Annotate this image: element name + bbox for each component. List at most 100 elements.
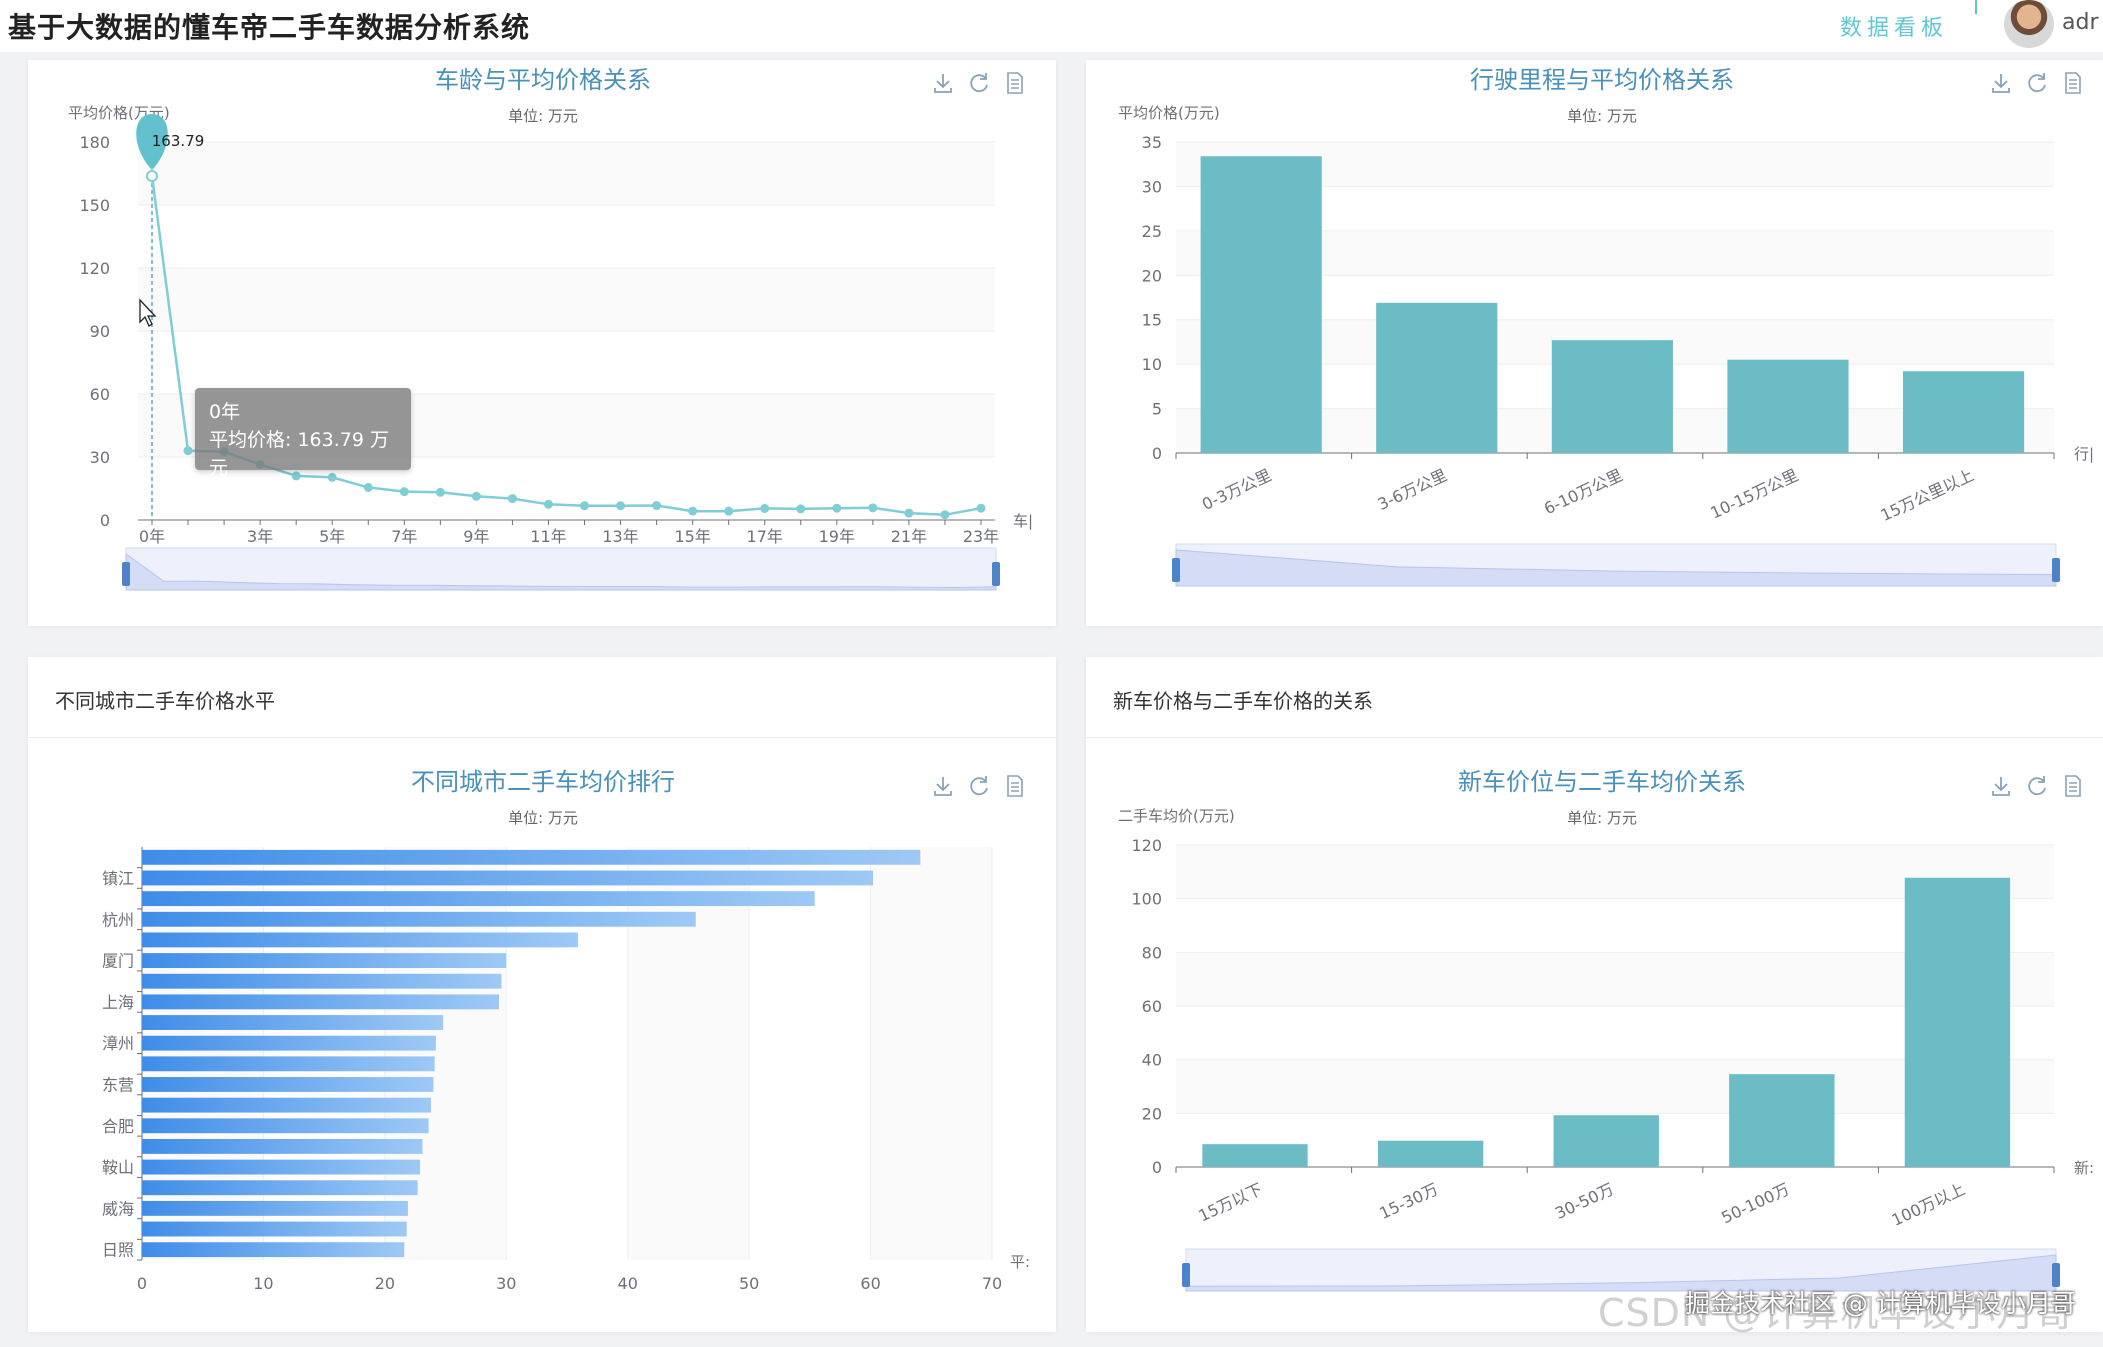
data-point[interactable] [724, 506, 734, 516]
bar[interactable] [142, 1180, 418, 1196]
panel-header: 不同城市二手车价格水平 [28, 657, 1056, 738]
data-point[interactable] [327, 472, 337, 482]
bar[interactable] [142, 1056, 435, 1072]
datazoom-handle-right[interactable] [992, 562, 1000, 586]
datazoom-preview [1185, 1254, 2057, 1292]
bar[interactable] [142, 1077, 434, 1092]
chart-title: 不同城市二手车均价排行 [411, 768, 675, 796]
y-tick-label: 90 [90, 322, 110, 341]
bar[interactable] [1729, 1074, 1835, 1167]
bar[interactable] [142, 1200, 408, 1216]
bar[interactable] [142, 1118, 429, 1134]
y-tick-label: 150 [79, 196, 110, 215]
data-point[interactable] [616, 501, 626, 511]
grid-band [142, 847, 264, 1260]
data-point[interactable] [976, 503, 986, 513]
bar[interactable] [142, 1015, 444, 1030]
bar[interactable] [1904, 877, 2011, 1167]
grid-band [870, 847, 992, 1260]
data-point[interactable] [435, 487, 445, 497]
bar[interactable] [142, 870, 873, 886]
panel-city-price: 不同城市二手车价格水平 不同城市二手车均价排行 单位: 万元 0 10 20 30 40 50… [28, 657, 1056, 1332]
refresh-icon[interactable] [2028, 776, 2046, 796]
y-axis-label: 平均价格(万元) [1118, 104, 1220, 122]
bar[interactable] [1202, 1144, 1308, 1167]
data-point[interactable] [688, 506, 698, 516]
bar[interactable] [142, 1159, 421, 1175]
bar[interactable] [1727, 359, 1849, 453]
data-point[interactable] [183, 446, 193, 456]
data-point[interactable] [760, 503, 770, 513]
data-point[interactable] [507, 494, 517, 504]
bar[interactable] [142, 849, 921, 865]
datazoom-handle-right[interactable] [2052, 1263, 2060, 1287]
data-point[interactable] [543, 499, 553, 509]
data-point[interactable] [832, 503, 842, 513]
data-point[interactable] [796, 504, 806, 514]
dashboard-nav-link[interactable]: 数据看板 [1840, 16, 1949, 41]
avatar[interactable] [2004, 0, 2054, 48]
datazoom-handle-left[interactable] [1182, 1263, 1190, 1287]
x-tick-label: 20 [375, 1274, 395, 1293]
x-tick-label: 23年 [963, 527, 999, 546]
grid-band [138, 142, 995, 205]
chart-title: 新车价位与二手车均价关系 [1458, 768, 1746, 796]
data-point[interactable] [291, 471, 301, 481]
bar[interactable] [142, 1138, 423, 1154]
y-tick-label: 漳州 [102, 1034, 134, 1053]
datazoom-preview [1175, 549, 2057, 587]
data-point[interactable] [652, 501, 662, 511]
x-tick-label: 3年 [247, 527, 273, 546]
bar[interactable] [142, 1242, 405, 1258]
bar[interactable] [142, 932, 578, 948]
refresh-icon[interactable] [970, 776, 988, 796]
panel-header: 新车价格与二手车价格的关系 [1086, 657, 2103, 738]
panel-title: 不同城市二手车价格水平 [55, 689, 275, 713]
download-icon[interactable] [934, 74, 952, 93]
datazoom-handle-left[interactable] [122, 562, 130, 586]
data-point[interactable] [363, 482, 373, 492]
data-view-icon[interactable] [2065, 775, 2081, 797]
data-point[interactable] [146, 170, 158, 183]
bar[interactable] [142, 994, 499, 1010]
user-name[interactable]: adr [2062, 10, 2099, 35]
bar[interactable] [142, 891, 815, 907]
data-point[interactable] [904, 508, 914, 518]
bar[interactable] [1551, 340, 1673, 453]
datazoom-handle-left[interactable] [1172, 558, 1180, 582]
bar[interactable] [1902, 371, 2025, 453]
y-tick-label: 0 [100, 511, 110, 530]
bar[interactable] [1377, 1140, 1484, 1167]
data-view-icon[interactable] [1007, 72, 1023, 94]
datazoom-handle-right[interactable] [2052, 558, 2060, 582]
bar[interactable] [142, 1035, 436, 1051]
download-icon[interactable] [1992, 777, 2010, 796]
datazoom-slider[interactable] [1175, 543, 2057, 587]
data-point[interactable] [940, 510, 950, 520]
data-point[interactable] [580, 501, 590, 511]
bar[interactable] [142, 1097, 431, 1113]
bar[interactable] [142, 1221, 407, 1237]
download-icon[interactable] [934, 777, 952, 796]
mouse-cursor [139, 298, 157, 327]
data-point[interactable] [471, 491, 481, 501]
data-view-icon[interactable] [2065, 72, 2081, 94]
chart-tooltip: 0年 平均价格: 163.79 万元 [195, 388, 411, 479]
bar[interactable] [142, 953, 507, 969]
tooltip-value: 平均价格: 163.79 万元 [209, 429, 389, 479]
bar[interactable] [142, 973, 502, 989]
x-tick-label: 100万以上 [1889, 1179, 1968, 1229]
data-view-icon[interactable] [1007, 775, 1023, 797]
bar[interactable] [142, 911, 696, 927]
y-tick-label: 180 [79, 133, 110, 152]
data-point[interactable] [868, 503, 878, 513]
data-point[interactable] [399, 487, 409, 497]
refresh-icon[interactable] [970, 73, 988, 93]
y-tick-label: 东营 [102, 1075, 134, 1094]
bar[interactable] [1376, 302, 1498, 453]
download-icon[interactable] [1992, 74, 2010, 93]
panel-car-age: 车龄与平均价格关系 单位: 万元 平均价格(万元) 0 30 60 90 120 150 180 0… [28, 60, 1056, 626]
refresh-icon[interactable] [2028, 73, 2046, 93]
bar[interactable] [1200, 156, 1322, 453]
bar[interactable] [1553, 1115, 1659, 1167]
